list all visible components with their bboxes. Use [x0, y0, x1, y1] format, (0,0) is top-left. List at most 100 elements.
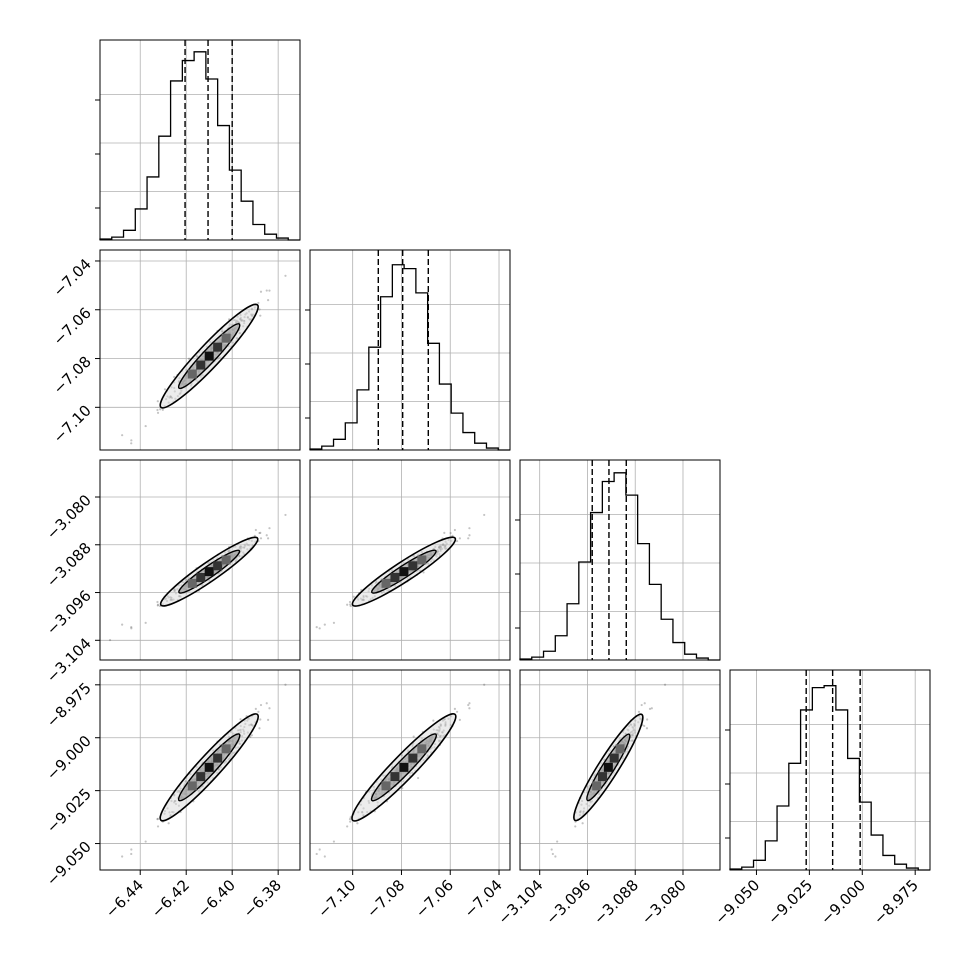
sample-point: [268, 707, 270, 709]
sample-point: [130, 848, 132, 850]
panel-frame: [730, 670, 930, 870]
sample-point: [157, 400, 159, 402]
sample-point: [422, 571, 424, 573]
sample-point: [646, 727, 648, 729]
density-block: [381, 781, 390, 790]
density-block: [616, 744, 625, 753]
sample-point: [260, 537, 262, 539]
sample-point: [333, 840, 335, 842]
y-tick-label: −7.06: [50, 304, 95, 349]
y-tick-label: −3.088: [43, 539, 95, 591]
sample-point: [145, 425, 147, 427]
panel-0-0: [95, 40, 300, 240]
density-block: [188, 781, 197, 790]
panel-1-1: [305, 250, 510, 450]
panel-frame: [520, 670, 720, 870]
sample-point: [467, 537, 469, 539]
y-tick-label: −8.975: [43, 679, 95, 731]
sample-point: [258, 727, 260, 729]
sample-point: [260, 291, 262, 293]
sample-point: [468, 707, 470, 709]
density-block: [408, 561, 417, 570]
sample-point: [356, 822, 358, 824]
histogram-step: [730, 686, 930, 870]
sample-point: [443, 532, 445, 534]
sample-point: [349, 601, 351, 603]
density-block: [399, 567, 408, 576]
sample-point: [349, 821, 351, 823]
density-block: [213, 343, 222, 352]
x-tick-label: −9.000: [817, 876, 869, 928]
sample-point: [157, 412, 159, 414]
sample-point: [239, 718, 241, 720]
panel-frame: [520, 460, 720, 660]
density-block: [417, 744, 426, 753]
density-block: [188, 579, 197, 588]
sample-point: [649, 708, 651, 710]
x-tick-label: −7.10: [314, 876, 359, 921]
sample-point: [643, 725, 645, 727]
x-tick-label: −3.096: [542, 876, 594, 928]
sample-point: [284, 275, 286, 277]
y-tick-label: −9.050: [43, 838, 95, 890]
sample-point: [432, 720, 434, 722]
panel-2-0: −3.104−3.096−3.088−3.080: [43, 460, 300, 686]
sample-point: [346, 825, 348, 827]
sample-point: [664, 684, 666, 686]
density-block: [399, 763, 408, 772]
sample-point: [130, 853, 132, 855]
panel-frame: [100, 460, 300, 660]
x-tick-label: −9.025: [764, 876, 816, 928]
density-block: [598, 772, 607, 781]
density-block: [222, 555, 231, 564]
sample-point: [266, 534, 268, 536]
panel-frame: [310, 250, 510, 450]
density-block: [408, 754, 417, 763]
histogram-step: [310, 265, 510, 450]
sample-point: [284, 514, 286, 516]
sample-point: [145, 622, 147, 624]
sample-point: [582, 822, 584, 824]
sample-point: [483, 514, 485, 516]
y-tick-label: −3.080: [43, 491, 95, 543]
sample-point: [319, 848, 321, 850]
sample-point: [251, 734, 253, 736]
sample-point: [333, 622, 335, 624]
sample-point: [162, 409, 164, 411]
sample-point: [268, 527, 270, 529]
panel-2-2: [515, 460, 720, 660]
sample-point: [267, 299, 269, 301]
density-block: [188, 370, 197, 379]
x-tick-label: −7.08: [363, 876, 408, 921]
sample-point: [417, 777, 419, 779]
y-tick-label: −7.10: [50, 401, 95, 446]
x-tick-label: −3.080: [638, 876, 690, 928]
density-block: [205, 567, 214, 576]
sample-point: [316, 853, 318, 855]
sample-point: [164, 388, 166, 390]
sample-point: [284, 684, 286, 686]
x-tick-label: −8.975: [870, 876, 922, 928]
density-block: [417, 555, 426, 564]
x-tick-label: −6.38: [240, 876, 285, 921]
sample-point: [450, 532, 452, 534]
density-block: [196, 772, 205, 781]
sample-point: [259, 718, 261, 720]
sample-point: [552, 853, 554, 855]
y-tick-label: −7.08: [50, 353, 95, 398]
sample-point: [413, 736, 415, 738]
panel-3-0: −9.050−9.025−9.000−8.975 −6.44 −6.42 −6.40−…: [43, 670, 300, 921]
sample-point: [267, 719, 269, 721]
y-tick-label: −3.104: [43, 634, 95, 686]
sample-point: [468, 534, 470, 536]
histogram-step: [100, 52, 300, 240]
density-block: [222, 334, 231, 343]
sample-point: [255, 708, 257, 710]
sample-point: [574, 825, 576, 827]
sample-point: [319, 627, 321, 629]
sample-point: [156, 601, 158, 603]
sample-point: [641, 704, 643, 706]
density-block: [213, 561, 222, 570]
sample-point: [467, 704, 469, 706]
sample-point: [121, 855, 123, 857]
